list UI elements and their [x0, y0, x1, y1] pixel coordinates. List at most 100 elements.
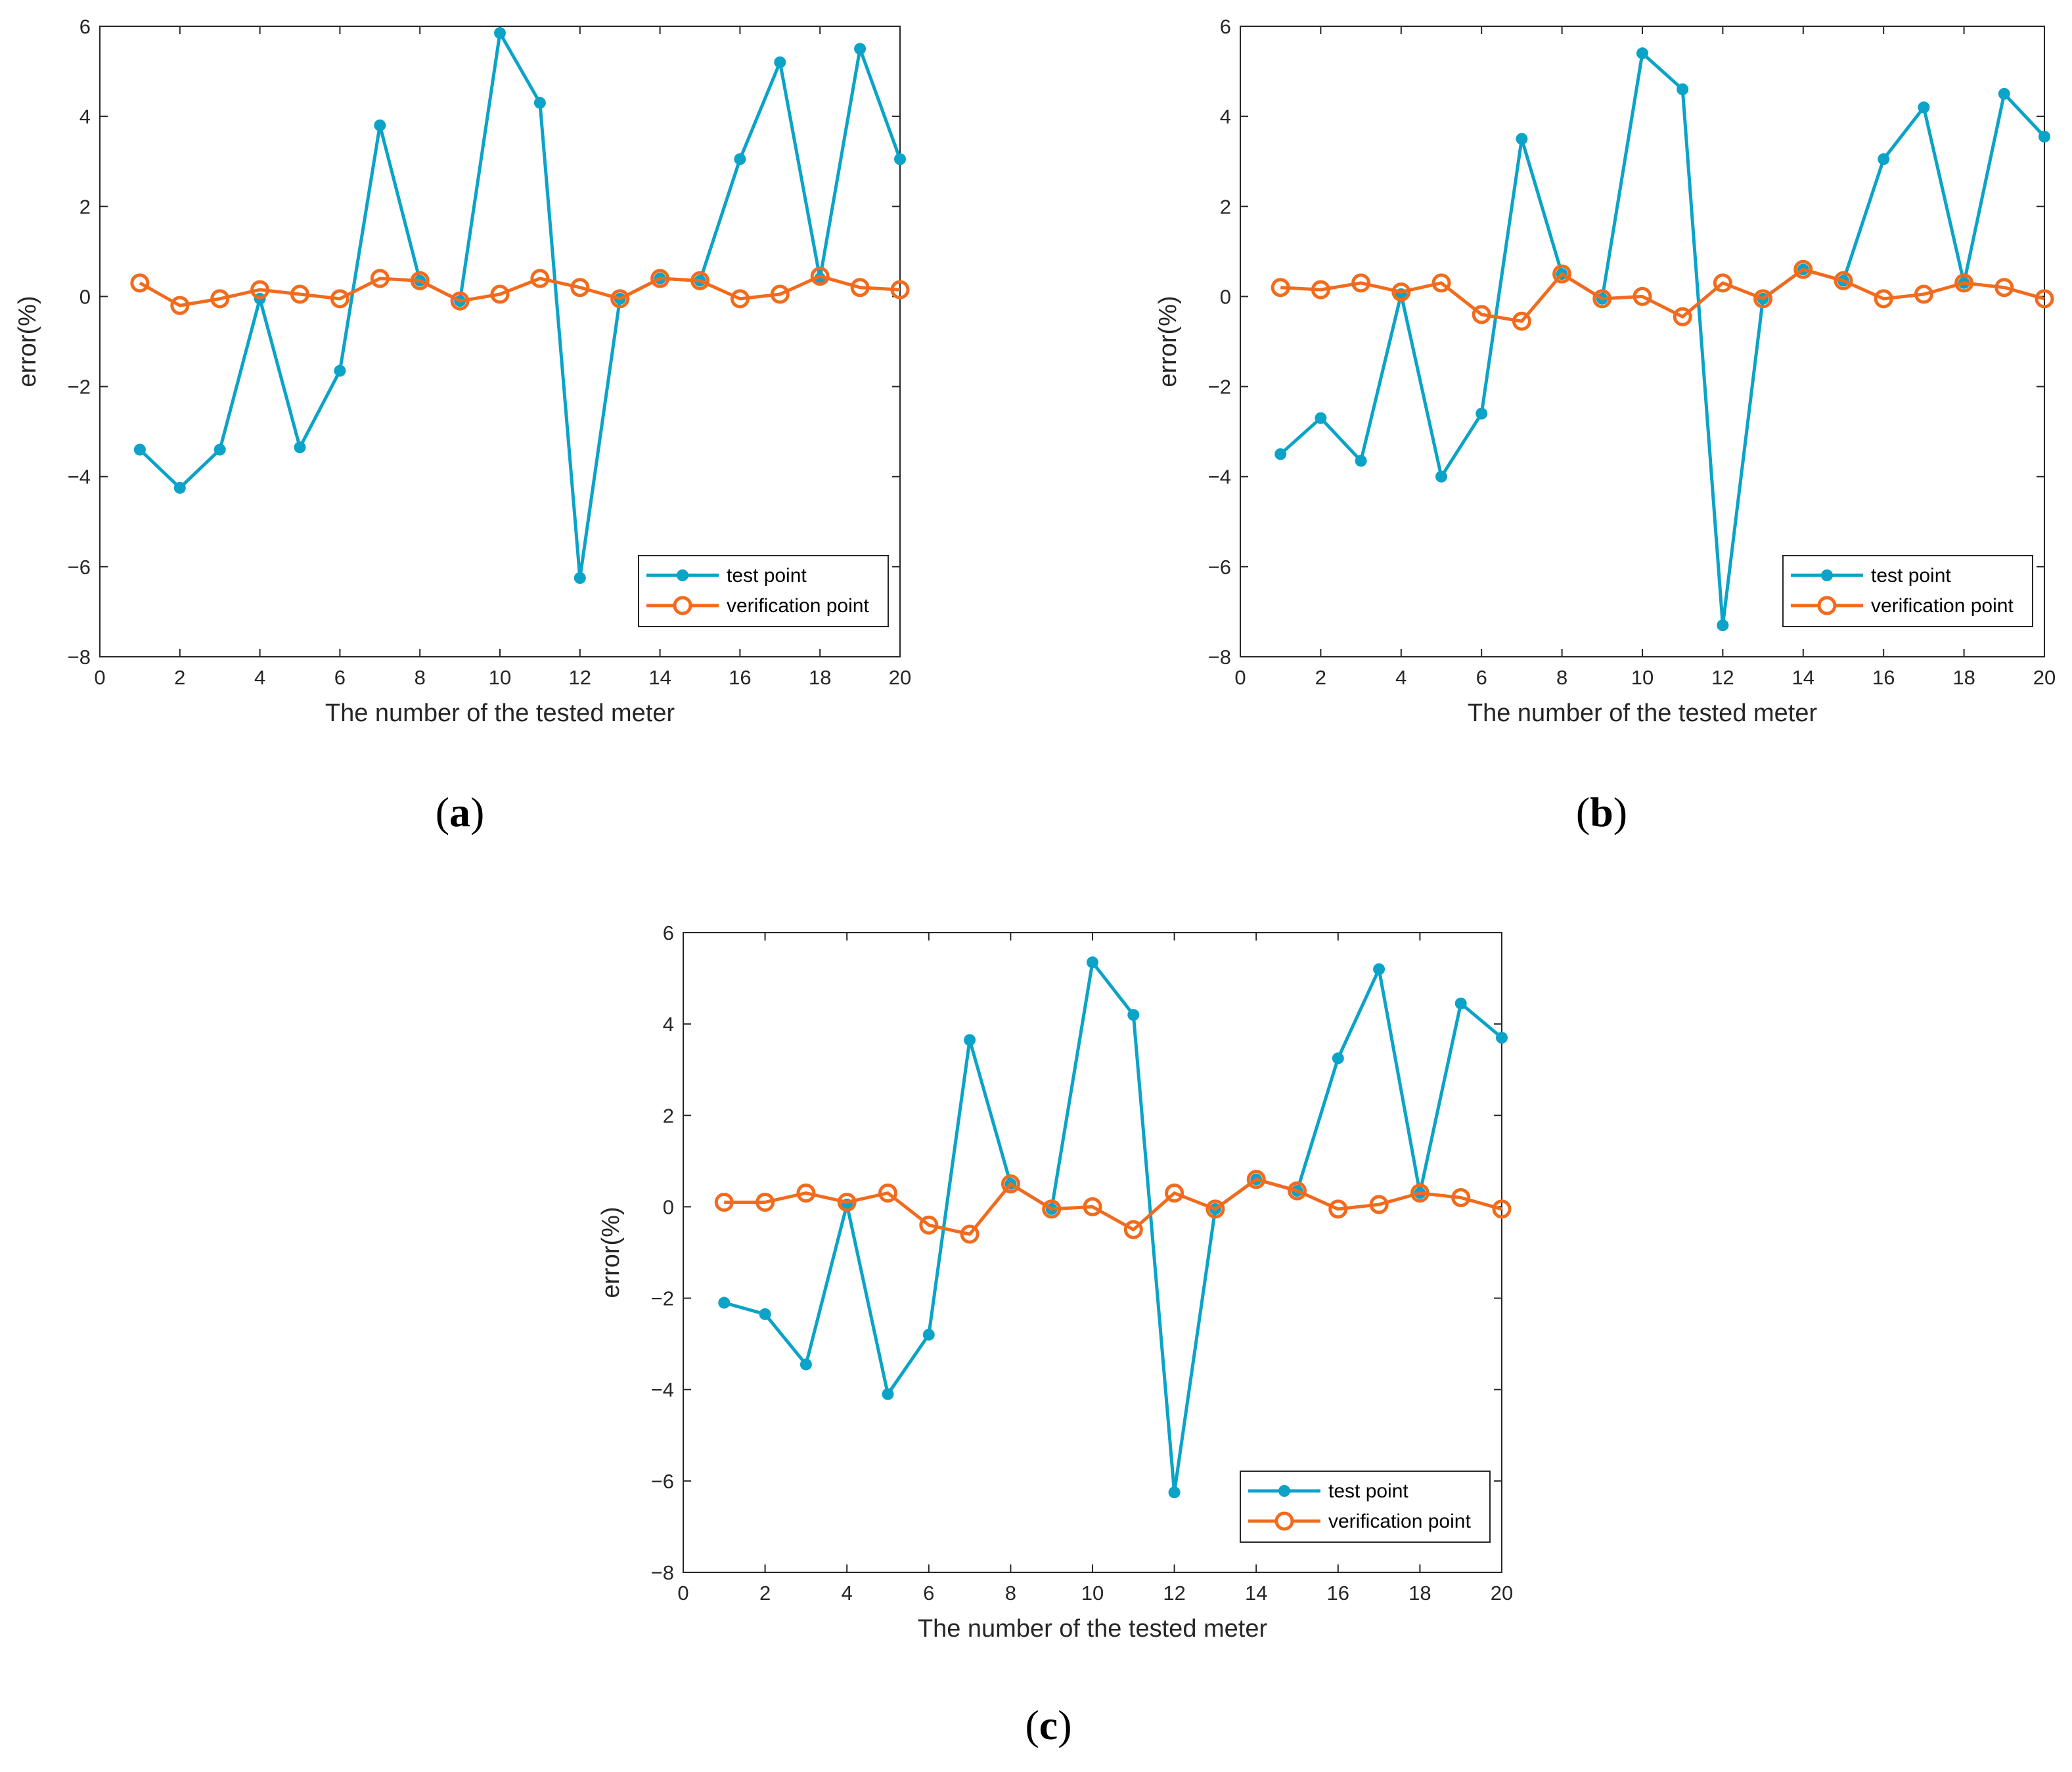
data-point-verification-point — [570, 278, 590, 298]
legend-label: verification point — [1328, 1511, 1471, 1532]
data-point-verification-point — [1123, 1220, 1143, 1239]
y-tick-label: 0 — [663, 1195, 674, 1218]
data-point-verification-point — [690, 271, 709, 290]
data-point-verification-point — [2035, 289, 2054, 309]
data-point-verification-point — [650, 269, 670, 288]
x-tick-label: 16 — [1872, 666, 1895, 689]
legend-swatch-marker — [677, 569, 688, 581]
data-point-test-point — [1878, 153, 1890, 166]
data-point-test-point — [1496, 1032, 1508, 1044]
data-point-test-point — [1454, 997, 1467, 1009]
data-point-verification-point — [1165, 1184, 1184, 1203]
data-point-verification-point — [210, 289, 230, 309]
data-point-test-point — [1373, 963, 1385, 975]
x-tick-label: 2 — [759, 1582, 771, 1605]
y-tick-label: −6 — [651, 1470, 674, 1493]
series-line-test-point — [723, 960, 1503, 1494]
x-tick-label: 20 — [1491, 1582, 1513, 1605]
data-point-test-point — [1677, 83, 1689, 95]
data-point-verification-point — [1834, 271, 1853, 290]
y-tick-label: −4 — [1208, 466, 1231, 489]
data-point-verification-point — [1001, 1174, 1020, 1194]
y-tick-label: 6 — [1220, 15, 1231, 38]
data-point-verification-point — [1713, 273, 1732, 293]
x-tick-label: 16 — [1327, 1582, 1349, 1605]
x-tick-label: 12 — [1711, 666, 1734, 689]
data-point-verification-point — [878, 1184, 897, 1203]
y-tick-label: 6 — [663, 921, 674, 944]
data-point-test-point — [1475, 407, 1488, 420]
y-tick-label: −8 — [1208, 646, 1231, 669]
data-point-verification-point — [530, 269, 550, 288]
data-point-test-point — [214, 443, 226, 456]
data-point-verification-point — [755, 1192, 775, 1212]
x-tick-label: 8 — [1556, 666, 1567, 689]
y-tick-label: 4 — [663, 1013, 674, 1036]
data-point-test-point — [1127, 1009, 1140, 1021]
data-point-verification-point — [1311, 280, 1330, 299]
data-point-verification-point — [490, 284, 510, 304]
data-point-test-point — [759, 1308, 771, 1320]
data-point-test-point — [1355, 454, 1367, 467]
data-point-test-point — [2038, 131, 2050, 143]
y-tick-label: 4 — [79, 105, 91, 128]
x-tick-label: 6 — [334, 666, 346, 689]
data-point-verification-point — [1633, 286, 1652, 306]
y-tick-label: 2 — [1220, 195, 1231, 218]
data-point-test-point — [882, 1388, 894, 1400]
legend-swatch-marker — [1817, 596, 1837, 615]
data-point-verification-point — [1410, 1184, 1430, 1203]
data-point-verification-point — [370, 269, 390, 288]
data-point-verification-point — [919, 1215, 939, 1235]
legend-swatch-marker — [1274, 1511, 1294, 1531]
x-tick-label: 2 — [1315, 666, 1326, 689]
data-point-test-point — [1717, 619, 1729, 631]
data-point-test-point — [574, 572, 586, 584]
legend-label: verification point — [727, 595, 869, 617]
data-point-verification-point — [1874, 289, 1893, 309]
y-tick-label: −2 — [68, 376, 91, 399]
x-tick-label: 4 — [842, 1582, 853, 1605]
x-tick-label: 8 — [415, 666, 426, 689]
data-point-verification-point — [610, 289, 630, 309]
y-tick-label: 0 — [79, 285, 91, 308]
x-axis-label: The number of the tested meter — [918, 1615, 1268, 1643]
data-point-verification-point — [1793, 259, 1813, 279]
legend-swatch-marker — [673, 596, 692, 615]
data-point-verification-point — [1328, 1199, 1348, 1219]
x-tick-label: 20 — [2033, 666, 2056, 689]
y-tick-label: −8 — [651, 1561, 674, 1584]
x-tick-label: 16 — [729, 666, 751, 689]
x-tick-label: 14 — [1245, 1582, 1267, 1605]
data-point-verification-point — [714, 1192, 734, 1212]
x-tick-label: 6 — [923, 1582, 934, 1605]
caption-b: (b) — [1576, 789, 1627, 835]
data-point-test-point — [1087, 956, 1098, 969]
data-point-test-point — [173, 481, 186, 494]
data-point-test-point — [1918, 101, 1930, 114]
x-tick-label: 0 — [1234, 666, 1246, 689]
data-point-test-point — [1516, 133, 1528, 145]
data-point-verification-point — [1954, 273, 1974, 293]
data-point-verification-point — [1512, 311, 1531, 331]
data-point-test-point — [1315, 412, 1327, 424]
x-tick-label: 12 — [1163, 1582, 1185, 1605]
data-point-test-point — [1274, 448, 1287, 460]
data-point-verification-point — [890, 280, 910, 299]
y-axis-label: error(%) — [1154, 296, 1182, 387]
data-point-verification-point — [290, 284, 309, 304]
x-tick-label: 14 — [648, 666, 671, 689]
data-point-verification-point — [960, 1224, 980, 1244]
x-tick-label: 10 — [1081, 1582, 1104, 1605]
x-tick-label: 18 — [1952, 666, 1975, 689]
series-line-test-point — [1279, 51, 2046, 627]
data-point-test-point — [1435, 470, 1447, 483]
data-point-verification-point — [1753, 289, 1773, 309]
legend-swatch-marker — [1821, 569, 1833, 581]
data-point-verification-point — [170, 296, 190, 315]
y-tick-label: 0 — [1220, 285, 1231, 308]
x-tick-label: 12 — [569, 666, 591, 689]
data-point-verification-point — [130, 273, 150, 293]
y-tick-label: −4 — [651, 1379, 674, 1402]
